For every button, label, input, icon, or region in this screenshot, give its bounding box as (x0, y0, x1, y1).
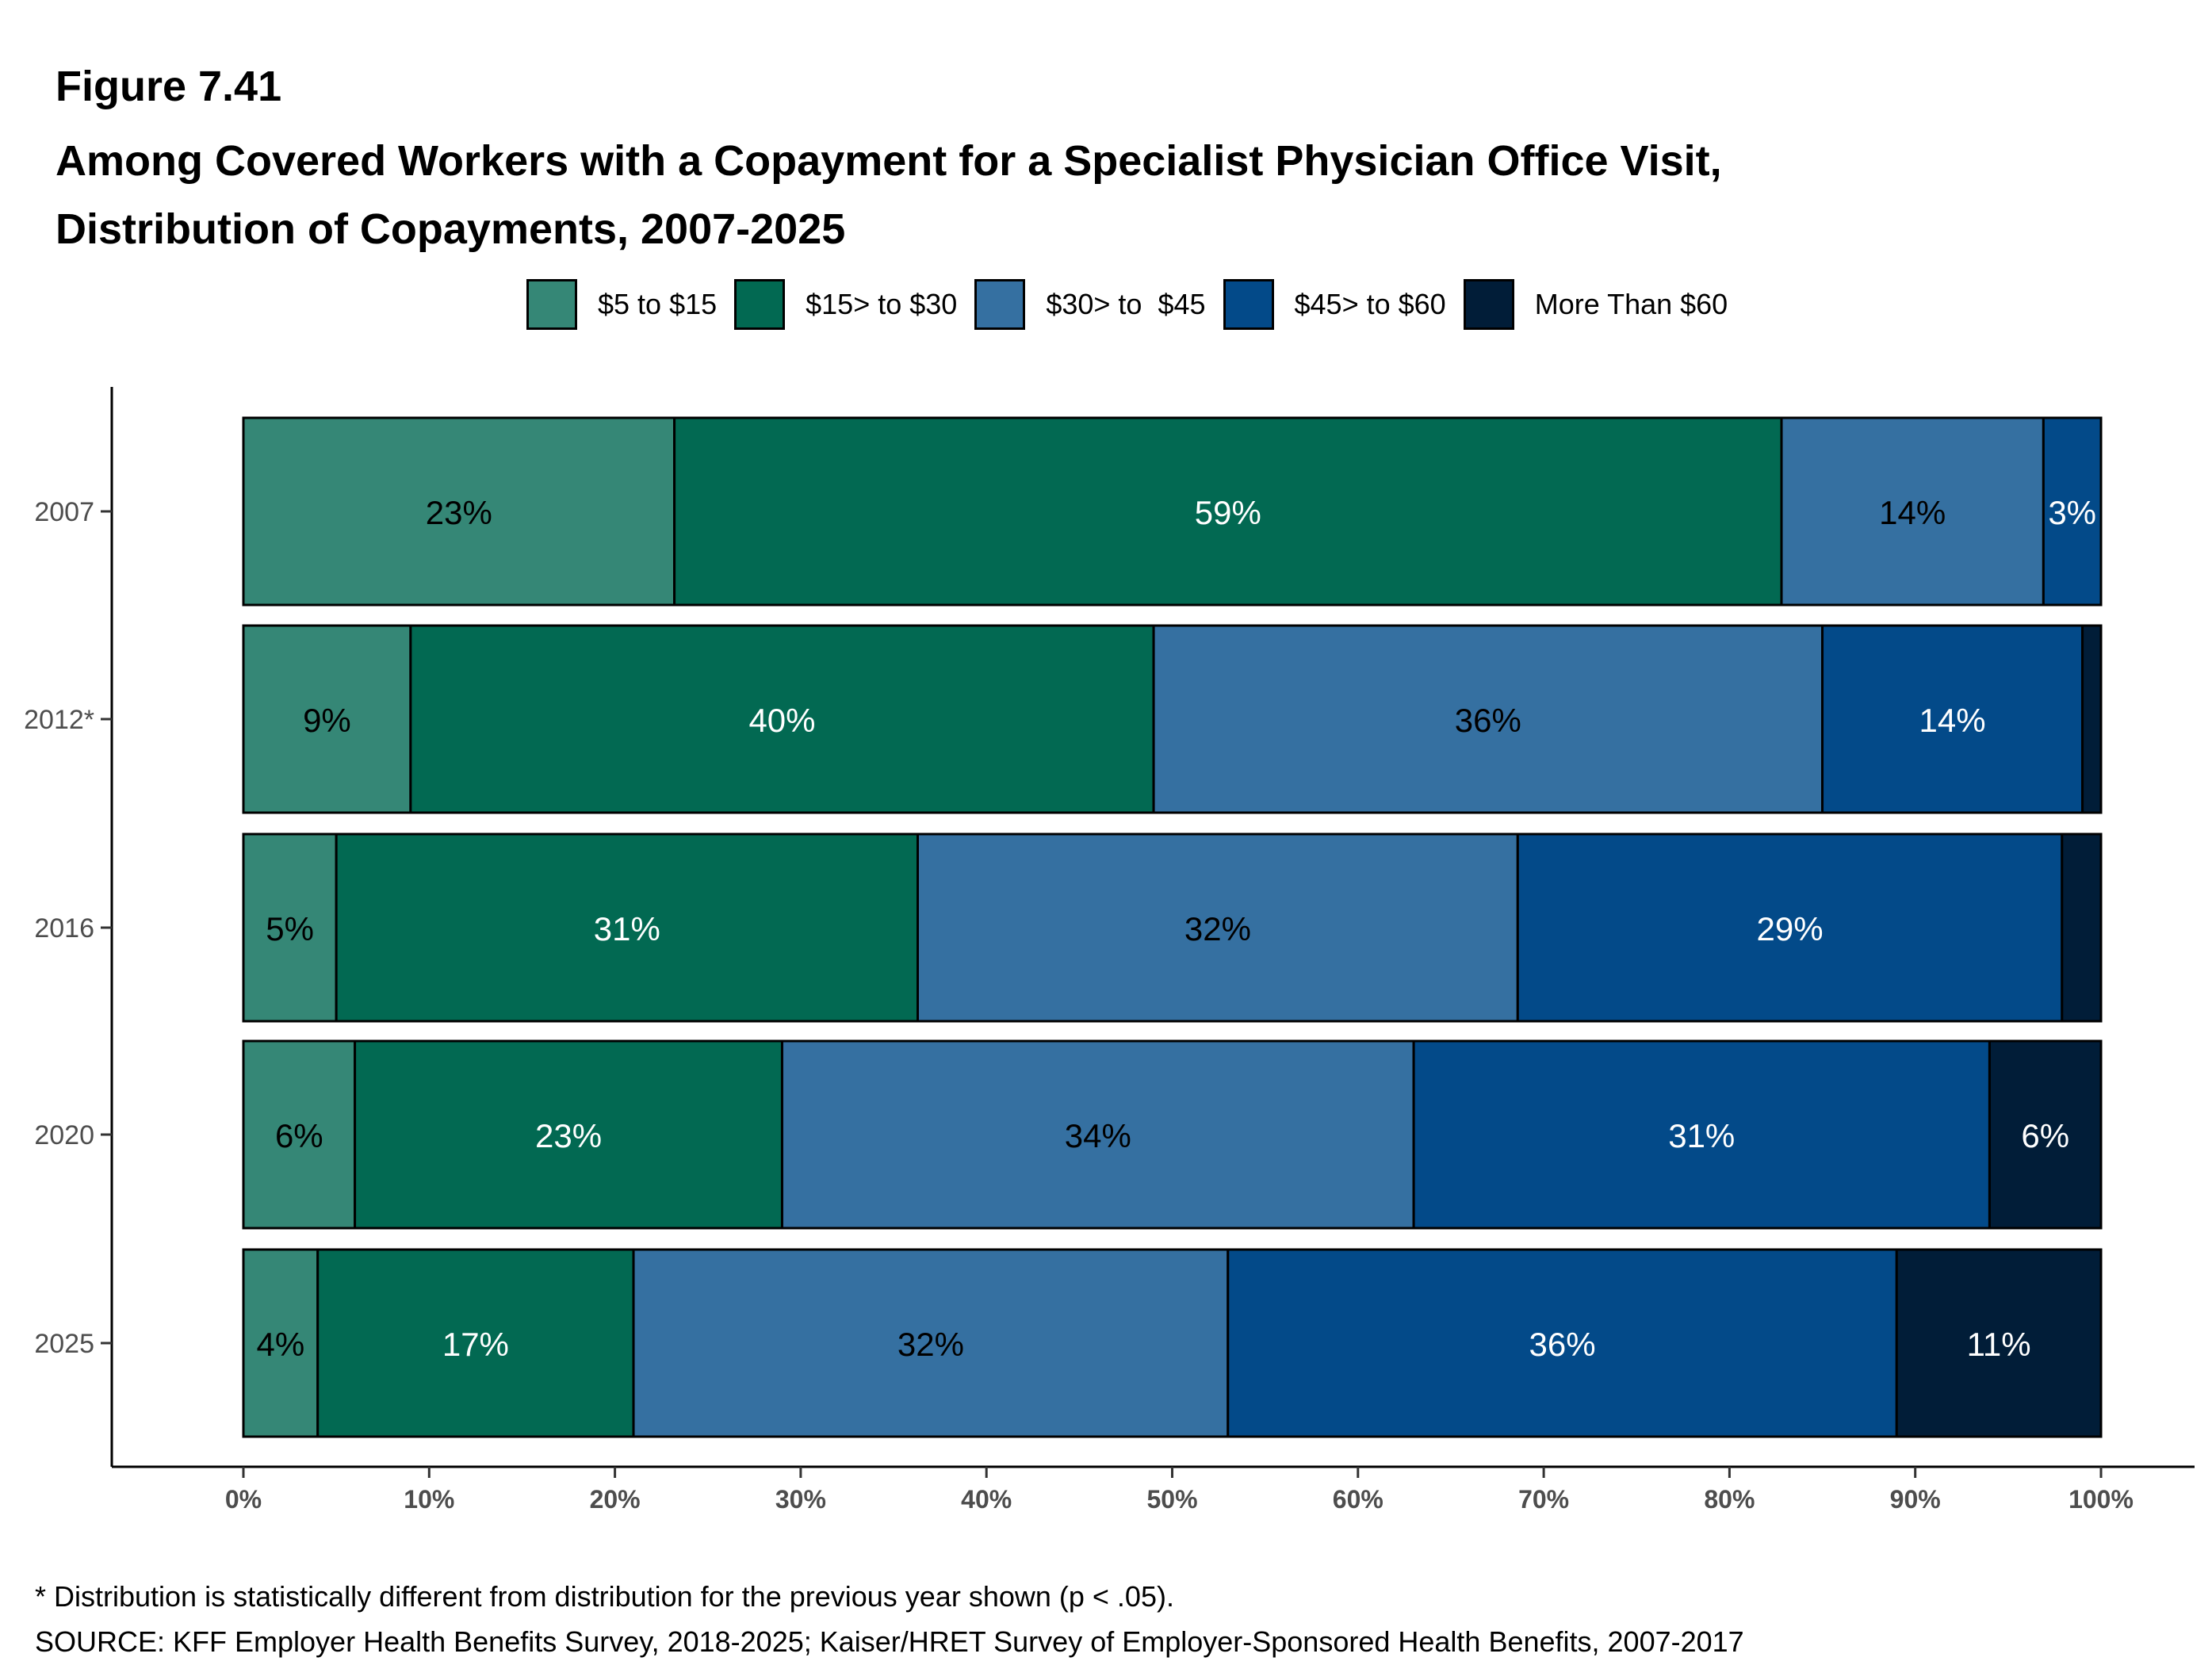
bar-segment (316, 1248, 635, 1438)
bar-value-label: 4% (257, 1326, 305, 1363)
legend-label: More Than $60 (1534, 288, 1728, 320)
legend-label: $30> to $45 (1046, 288, 1206, 320)
bar-segment (1988, 1039, 2103, 1230)
figure-label: Figure 7.41 (55, 63, 282, 110)
legend-swatch (1223, 279, 1274, 330)
x-tick-label: 80% (1704, 1485, 1755, 1514)
bar-segment (2042, 416, 2103, 607)
bar-segment (1780, 416, 2045, 607)
bar-segment (2081, 624, 2103, 814)
bar-value-label: 9% (303, 702, 351, 739)
bar-segment (242, 624, 412, 814)
bar-value-label: 14% (1879, 494, 1946, 531)
legend-label: $45> to $60 (1294, 288, 1446, 320)
x-tick-label: 40% (961, 1485, 1012, 1514)
bar-segment (354, 1039, 783, 1230)
legend-swatch (1463, 279, 1514, 330)
legend-item: $5 to $15 (526, 279, 717, 330)
bar-segment (242, 1039, 357, 1230)
bar-segment (242, 416, 676, 607)
bar-value-label: 17% (442, 1326, 509, 1363)
legend-swatch (526, 279, 577, 330)
chart-title: Among Covered Workers with a Copayment f… (55, 127, 1722, 263)
x-tick-label: 10% (404, 1485, 454, 1514)
legend-item: $30> to $45 (974, 279, 1206, 330)
bar-value-label: 23% (535, 1117, 602, 1154)
bar-value-label: 23% (426, 494, 492, 531)
bar-segment (780, 1039, 1415, 1230)
bar-segment (1516, 832, 2064, 1023)
y-tick-label: 2007 (34, 497, 94, 527)
x-tick-label: 30% (775, 1485, 826, 1514)
legend-label: $15> to $30 (806, 288, 958, 320)
bar-segment (409, 624, 1155, 814)
x-tick-label: 100% (2068, 1485, 2134, 1514)
bar-value-label: 5% (266, 910, 314, 947)
x-tick-label: 50% (1146, 1485, 1197, 1514)
bar-value-label: 40% (748, 702, 815, 739)
legend-item: $45> to $60 (1223, 279, 1446, 330)
bar-segment (1227, 1248, 1898, 1438)
bar-value-label: 36% (1455, 702, 1521, 739)
legend-swatch (974, 279, 1026, 330)
legend-item: More Than $60 (1463, 279, 1728, 330)
bar-value-label: 3% (2048, 494, 2096, 531)
bar-segment (1412, 1039, 1991, 1230)
legend-swatch (734, 279, 786, 330)
source-note: SOURCE: KFF Employer Health Benefits Sur… (35, 1625, 1744, 1658)
bar-value-label: 34% (1065, 1117, 1131, 1154)
x-tick-label: 60% (1333, 1485, 1383, 1514)
bar-value-label: 29% (1757, 910, 1824, 947)
x-tick-label: 20% (590, 1485, 641, 1514)
title-line-2: Distribution of Copayments, 2007-2025 (55, 205, 846, 253)
x-tick-label: 0% (225, 1485, 262, 1514)
legend-label: $5 to $15 (598, 288, 718, 320)
bar-value-label: 32% (1184, 910, 1251, 947)
footnote: * Distribution is statistically differen… (35, 1580, 1174, 1613)
legend: $5 to $15 $15> to $30 $30> to $45 $45> t… (526, 278, 1745, 331)
bar-segment (242, 832, 338, 1023)
bar-segment (2061, 832, 2103, 1023)
y-tick-label: 2016 (34, 913, 94, 944)
bar-value-label: 36% (1529, 1326, 1595, 1363)
bar-segment (335, 832, 920, 1023)
bar-segment (632, 1248, 1230, 1438)
y-tick-label: 2025 (34, 1329, 94, 1359)
bar-segment (673, 416, 1783, 607)
bar-value-label: 59% (1195, 494, 1261, 531)
bar-segment (1152, 624, 1824, 814)
x-tick-label: 90% (1890, 1485, 1941, 1514)
bar-value-label: 32% (897, 1326, 964, 1363)
bar-value-label: 11% (1967, 1326, 2031, 1363)
bar-value-label: 6% (2021, 1117, 2069, 1154)
bar-value-label: 14% (1919, 702, 1986, 739)
y-tick-label: 2012* (24, 705, 94, 735)
legend-item: $15> to $30 (734, 279, 957, 330)
bar-segment (1895, 1248, 2103, 1438)
bar-value-label: 31% (1668, 1117, 1735, 1154)
x-tick-label: 70% (1518, 1485, 1569, 1514)
bar-segment (1821, 624, 2084, 814)
y-tick-label: 2020 (34, 1120, 94, 1150)
bar-value-label: 31% (594, 910, 660, 947)
bar-value-label: 6% (275, 1117, 323, 1154)
title-line-1: Among Covered Workers with a Copayment f… (55, 137, 1722, 185)
